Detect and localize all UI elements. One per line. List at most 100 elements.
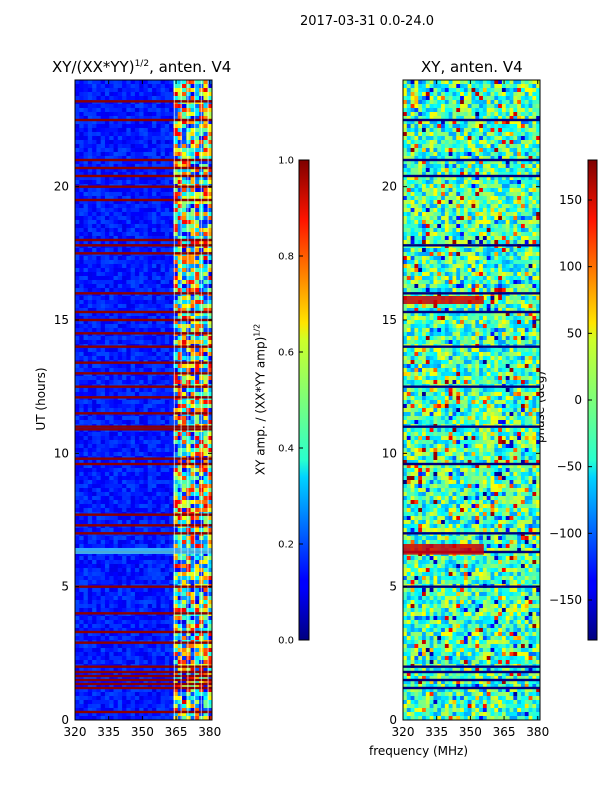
left-heatmap-cell [117, 316, 123, 321]
left-heatmap-cell [126, 128, 132, 133]
left-heatmap-cell [96, 408, 102, 413]
left-heatmap-cell [143, 160, 149, 165]
left-heatmap-cell [164, 632, 170, 637]
left-heatmap-cell [122, 496, 127, 501]
left-heatmap-cell [160, 236, 166, 241]
left-heatmap-cell [117, 168, 123, 173]
left-heatmap-cell [190, 120, 196, 125]
left-heatmap-cell [117, 488, 123, 493]
left-heatmap-cell [134, 336, 140, 341]
left-heatmap-cell [83, 696, 89, 701]
left-heatmap-cell [100, 652, 106, 657]
left-heatmap-cell [156, 156, 162, 161]
left-heatmap-cell [203, 520, 209, 525]
left-heatmap-cell [130, 112, 136, 117]
left-heatmap-cell [104, 472, 110, 477]
left-heatmap-cell [109, 580, 114, 585]
left-heatmap-cell [186, 440, 191, 445]
left-heatmap-cell [152, 476, 157, 481]
left-heatmap-cell [117, 152, 123, 157]
left-heatmap-cell [104, 336, 110, 341]
left-heatmap-cell [186, 496, 191, 501]
left-heatmap-cell [143, 272, 149, 277]
left-heatmap-cell [182, 504, 187, 509]
left-heatmap-cell [109, 300, 114, 305]
left-heatmap-cell [139, 672, 144, 677]
left-heatmap-cell [134, 228, 140, 233]
left-heatmap-cell [87, 368, 93, 373]
left-heatmap-cell [203, 228, 209, 233]
left-heatmap-cell [130, 348, 136, 353]
left-heatmap-cell [173, 216, 179, 221]
left-heatmap-cell [164, 340, 170, 345]
left-heatmap-cell [75, 248, 80, 253]
left-heatmap-cell [173, 572, 179, 577]
left-heatmap-cell [190, 108, 196, 113]
left-heatmap-cell [139, 316, 144, 321]
left-heatmap-cell [109, 432, 114, 437]
left-heatmap-cell [177, 316, 183, 321]
left-heatmap-cell [156, 436, 162, 441]
left-heatmap-cell [190, 216, 196, 221]
left-heatmap-cell [152, 256, 157, 261]
left-heatmap-cell [194, 536, 200, 541]
left-heatmap-cell [139, 520, 144, 525]
left-heatmap-cell [113, 116, 119, 121]
left-heatmap-cell [164, 312, 170, 317]
left-heatmap-cell [96, 112, 102, 117]
left-heatmap-cell [100, 380, 106, 385]
left-heatmap-cell [122, 216, 127, 221]
left-heatmap-cell [186, 196, 191, 201]
left-heatmap-cell [104, 560, 110, 565]
left-heatmap-cell [164, 228, 170, 233]
left-heatmap-cell [156, 240, 162, 245]
left-heatmap-cell [164, 376, 170, 381]
left-heatmap-cell [92, 688, 97, 693]
left-heatmap-cell [134, 520, 140, 525]
left-heatmap-cell [160, 232, 166, 237]
left-heatmap-cell [186, 236, 191, 241]
left-heatmap-cell [186, 308, 191, 313]
left-heatmap-cell [104, 340, 110, 345]
left-heatmap-cell [109, 608, 114, 613]
left-heatmap-cell [75, 408, 80, 413]
left-heatmap-cell [207, 284, 212, 289]
left-heatmap-cell [96, 672, 102, 677]
left-heatmap-cell [177, 580, 183, 585]
left-heatmap-cell [96, 276, 102, 281]
left-heatmap-cell [134, 324, 140, 329]
left-heatmap-cell [143, 684, 149, 689]
left-heatmap-cell [117, 544, 123, 549]
left-heatmap-cell [100, 124, 106, 129]
left-heatmap-cell [92, 468, 97, 473]
left-heatmap-cell [109, 588, 114, 593]
left-heatmap-cell [126, 488, 132, 493]
left-heatmap-cell [130, 204, 136, 209]
left-heatmap-cell [126, 480, 132, 485]
left-heatmap-cell [126, 684, 132, 689]
left-heatmap-cell [104, 436, 110, 441]
left-heatmap-cell [113, 256, 119, 261]
left-heatmap-cell [87, 632, 93, 637]
left-heatmap-cell [143, 652, 149, 657]
left-heatmap-cell [186, 104, 191, 109]
left-heatmap-cell [160, 616, 166, 621]
left-heatmap-cell [139, 284, 144, 289]
left-heatmap-cell [182, 436, 187, 441]
left-heatmap-cell [207, 312, 212, 317]
left-heatmap-cell [156, 648, 162, 653]
left-heatmap-cell [92, 352, 97, 357]
left-heatmap-cell [160, 256, 166, 261]
left-heatmap-cell [173, 84, 179, 89]
left-heatmap-cell [143, 144, 149, 149]
left-heatmap-cell [109, 240, 114, 245]
left-heatmap-cell [207, 196, 212, 201]
left-heatmap-cell [156, 464, 162, 469]
left-heatmap-cell [169, 288, 174, 293]
left-heatmap-cell [169, 84, 174, 89]
left-heatmap-cell [186, 348, 191, 353]
left-heatmap-cell [96, 156, 102, 161]
left-heatmap-cell [109, 316, 114, 321]
left-heatmap-cell [156, 684, 162, 689]
left-heatmap-cell [186, 464, 191, 469]
